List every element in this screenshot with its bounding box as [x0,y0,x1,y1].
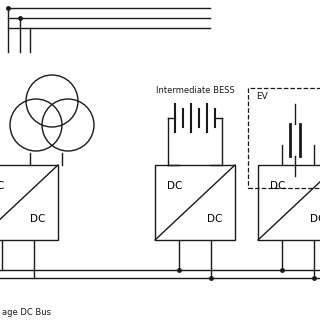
Text: EV: EV [256,92,268,101]
Bar [155,165,235,240]
Text: DC: DC [310,214,320,224]
Text: age DC Bus: age DC Bus [2,308,51,317]
Text: DC: DC [270,181,286,191]
Text: Intermediate BESS: Intermediate BESS [156,86,234,95]
Bar [258,165,320,240]
Bar [0,165,58,240]
Text: DC: DC [30,214,46,224]
Bar [248,88,320,188]
Text: AC: AC [0,181,5,191]
Text: DC: DC [207,214,223,224]
Text: DC: DC [167,181,183,191]
